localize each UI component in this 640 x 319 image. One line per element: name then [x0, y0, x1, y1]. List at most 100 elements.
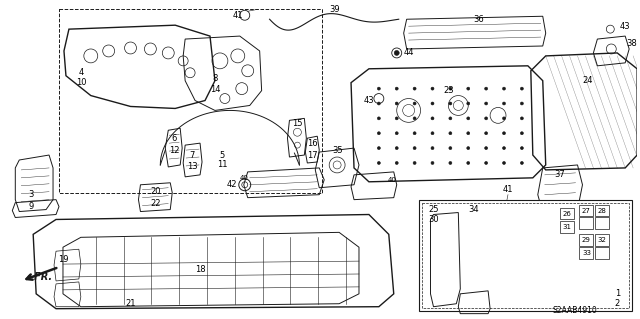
Circle shape [378, 161, 380, 165]
Text: 17: 17 [307, 151, 317, 160]
Text: 42: 42 [227, 180, 237, 189]
Text: 7: 7 [189, 151, 195, 160]
Circle shape [467, 147, 470, 150]
Circle shape [449, 147, 452, 150]
Circle shape [413, 147, 416, 150]
Circle shape [520, 161, 524, 165]
Text: 34: 34 [468, 205, 479, 214]
Text: 41: 41 [503, 185, 513, 194]
Text: 36: 36 [473, 15, 484, 24]
Text: 9: 9 [29, 202, 34, 211]
Text: 37: 37 [554, 170, 565, 179]
Text: 11: 11 [217, 160, 227, 169]
Circle shape [431, 161, 434, 165]
Circle shape [502, 161, 506, 165]
Text: 33: 33 [582, 250, 591, 256]
Circle shape [520, 147, 524, 150]
Circle shape [431, 87, 434, 90]
Circle shape [413, 161, 416, 165]
Circle shape [449, 117, 452, 120]
Text: 12: 12 [169, 145, 179, 155]
Circle shape [520, 102, 524, 105]
Bar [59, 9, 322, 193]
Circle shape [467, 87, 470, 90]
Text: 43: 43 [620, 22, 630, 31]
Circle shape [449, 132, 452, 135]
Text: 40: 40 [239, 175, 248, 181]
Text: 28: 28 [598, 208, 607, 213]
Circle shape [502, 87, 506, 90]
Bar [422, 203, 629, 308]
Text: 1: 1 [614, 289, 620, 298]
Text: 43: 43 [364, 96, 374, 105]
Circle shape [502, 132, 506, 135]
Text: 25: 25 [428, 205, 439, 214]
Circle shape [449, 161, 452, 165]
Text: 44: 44 [403, 48, 414, 57]
Circle shape [484, 161, 488, 165]
Text: 31: 31 [562, 224, 571, 230]
Text: 16: 16 [307, 139, 317, 148]
Circle shape [378, 102, 380, 105]
Text: S2AAB4910: S2AAB4910 [552, 306, 597, 315]
Circle shape [413, 102, 416, 105]
Circle shape [396, 132, 398, 135]
Circle shape [484, 132, 488, 135]
Circle shape [484, 102, 488, 105]
Circle shape [431, 132, 434, 135]
Circle shape [502, 147, 506, 150]
Text: 4: 4 [78, 68, 83, 77]
Text: 5: 5 [220, 151, 225, 160]
Text: 23: 23 [443, 86, 454, 95]
Circle shape [413, 87, 416, 90]
Circle shape [484, 87, 488, 90]
Circle shape [449, 87, 452, 90]
Text: 27: 27 [582, 208, 591, 213]
Text: 2: 2 [614, 299, 620, 308]
Text: 32: 32 [598, 237, 607, 243]
Circle shape [378, 87, 380, 90]
Text: 22: 22 [150, 199, 161, 208]
Text: 30: 30 [428, 215, 439, 224]
Circle shape [502, 102, 506, 105]
Text: 10: 10 [76, 78, 86, 87]
Text: 29: 29 [582, 237, 591, 243]
Circle shape [467, 132, 470, 135]
Circle shape [467, 117, 470, 120]
Text: 24: 24 [582, 76, 593, 85]
Circle shape [431, 147, 434, 150]
Text: 26: 26 [562, 211, 571, 217]
Text: 6: 6 [172, 134, 177, 143]
Circle shape [396, 147, 398, 150]
Circle shape [396, 161, 398, 165]
Text: 21: 21 [125, 299, 136, 308]
Text: 40: 40 [387, 177, 396, 183]
Circle shape [520, 87, 524, 90]
Text: 35: 35 [332, 145, 342, 155]
Text: 3: 3 [29, 190, 34, 199]
Text: ←FR.: ←FR. [26, 272, 52, 282]
Text: 13: 13 [187, 162, 197, 171]
Circle shape [520, 132, 524, 135]
Text: 8: 8 [212, 74, 218, 83]
Circle shape [502, 117, 506, 120]
Text: 15: 15 [292, 119, 303, 128]
Circle shape [449, 102, 452, 105]
Circle shape [484, 117, 488, 120]
Text: 41: 41 [232, 11, 243, 20]
Circle shape [396, 117, 398, 120]
Circle shape [484, 147, 488, 150]
Text: 19: 19 [58, 255, 68, 263]
Circle shape [378, 132, 380, 135]
Circle shape [520, 117, 524, 120]
Text: 14: 14 [210, 85, 220, 94]
Text: 20: 20 [150, 187, 161, 196]
Circle shape [396, 102, 398, 105]
Circle shape [431, 102, 434, 105]
Circle shape [413, 132, 416, 135]
Circle shape [378, 117, 380, 120]
Text: 39: 39 [329, 5, 339, 14]
Circle shape [394, 50, 399, 56]
Circle shape [467, 102, 470, 105]
Circle shape [431, 117, 434, 120]
